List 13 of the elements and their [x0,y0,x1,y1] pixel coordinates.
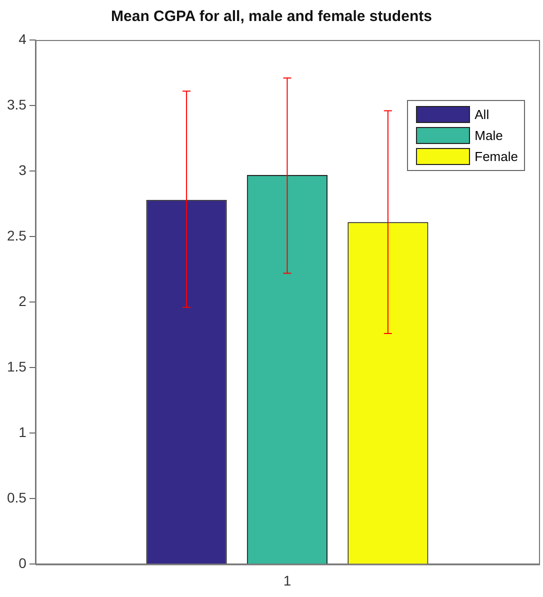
y-tick-label: 2 [18,292,27,309]
y-tick-label: 1.5 [6,358,27,374]
legend-label: Female [474,149,518,164]
y-tick-label: 3 [18,162,27,178]
chart-title: Mean CGPA for all, male and female students [110,8,433,25]
y-tick-label: 3.5 [6,96,27,112]
y-tick-label: 4 [18,30,27,47]
y-tick-label: 0.5 [6,490,27,506]
legend-label: All [474,107,490,122]
y-tick-label: 0 [18,555,27,572]
y-tick-label: 2.5 [6,227,27,244]
y-tick-label: 1 [18,424,27,440]
legend-label: Male [474,128,503,143]
